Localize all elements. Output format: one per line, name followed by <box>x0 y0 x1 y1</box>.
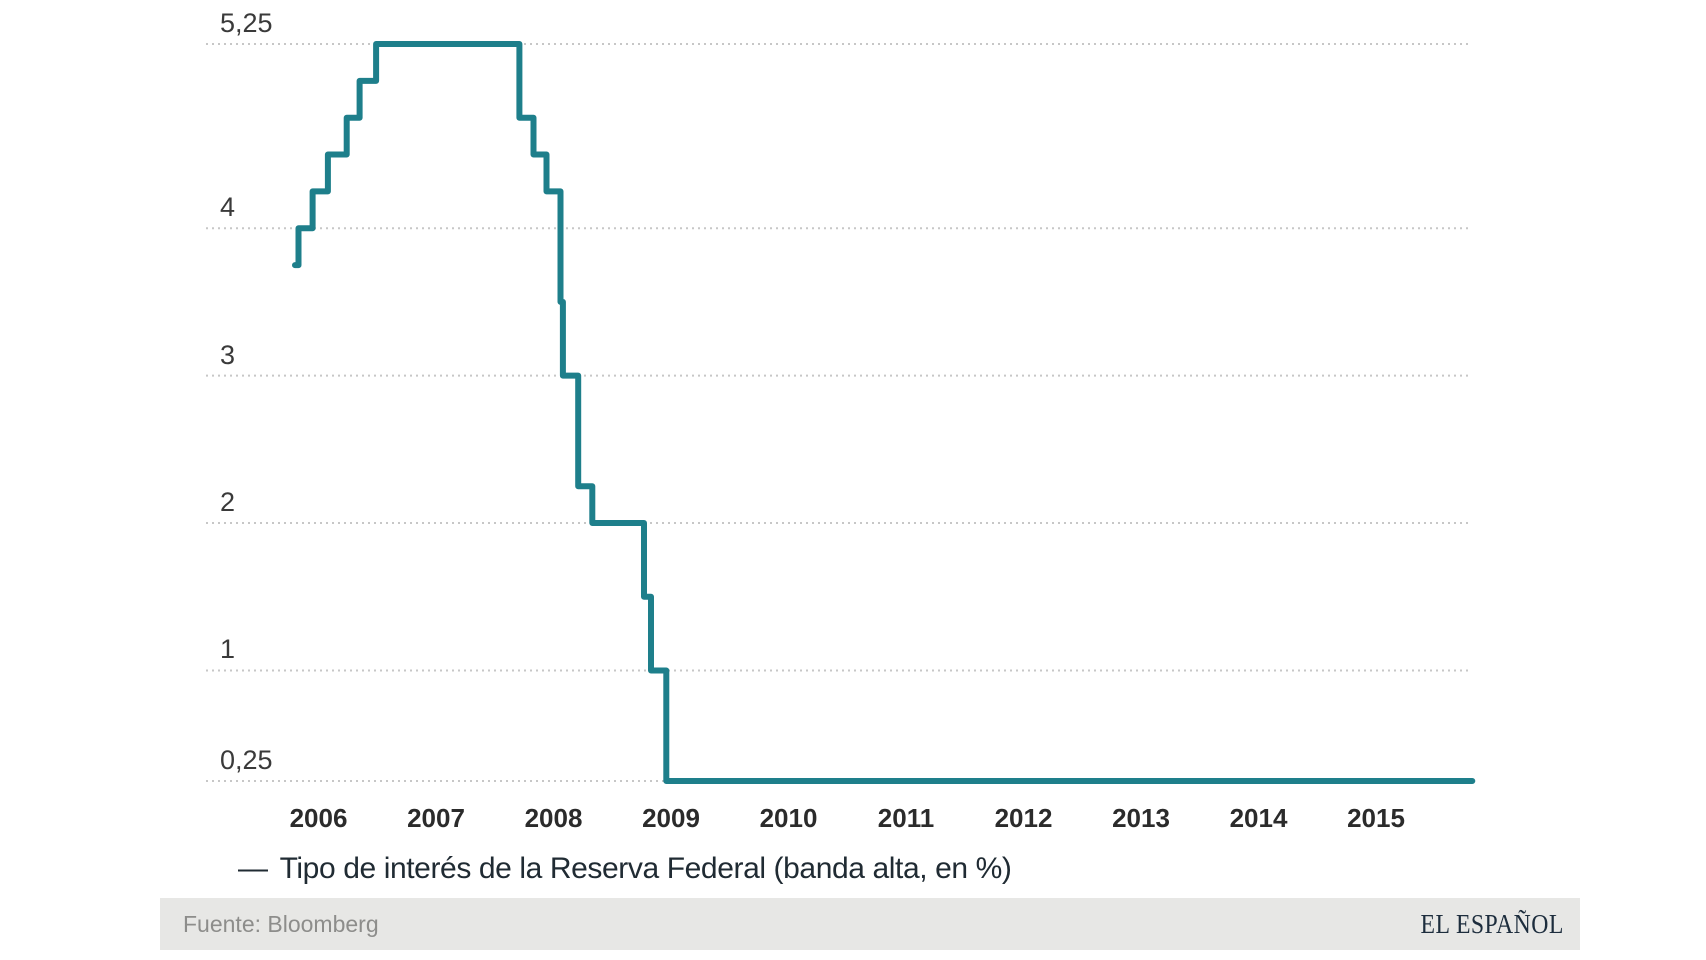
x-tick-label-2011: 2011 <box>877 803 935 833</box>
footer-bar: Fuente: Bloomberg EL ESPAÑOL <box>160 898 1580 950</box>
source-credit: Fuente: Bloomberg <box>183 910 379 937</box>
x-tick-label-2008: 2008 <box>524 803 583 833</box>
x-tick-label-2007: 2007 <box>407 803 465 833</box>
x-tick-label-2006: 2006 <box>289 803 348 833</box>
y-tick-label-2: 2 <box>220 487 236 518</box>
y-tick-label-1: 1 <box>220 634 236 665</box>
y-tick-label-4: 4 <box>220 192 236 223</box>
x-tick-label-2010: 2010 <box>759 803 818 833</box>
legend-line-swatch: — <box>238 852 268 885</box>
legend-label: Tipo de interés de la Reserva Federal (b… <box>279 852 1012 885</box>
x-tick-label-2009: 2009 <box>642 803 700 833</box>
y-tick-label-3: 3 <box>220 339 236 370</box>
x-tick-label-2013: 2013 <box>1112 803 1170 833</box>
x-tick-label-2015: 2015 <box>1347 803 1405 833</box>
x-tick-label-2012: 2012 <box>994 803 1053 833</box>
rate-step-line <box>292 41 1476 784</box>
y-tick-label-5.25: 5,25 <box>220 8 273 38</box>
y-tick-label-0.25: 0,25 <box>220 745 273 775</box>
chart-legend: — Tipo de interés de la Reserva Federal … <box>238 851 1012 887</box>
x-tick-label-2014: 2014 <box>1229 803 1288 833</box>
el-espanol-logo[interactable]: EL ESPAÑOL <box>1420 908 1564 939</box>
